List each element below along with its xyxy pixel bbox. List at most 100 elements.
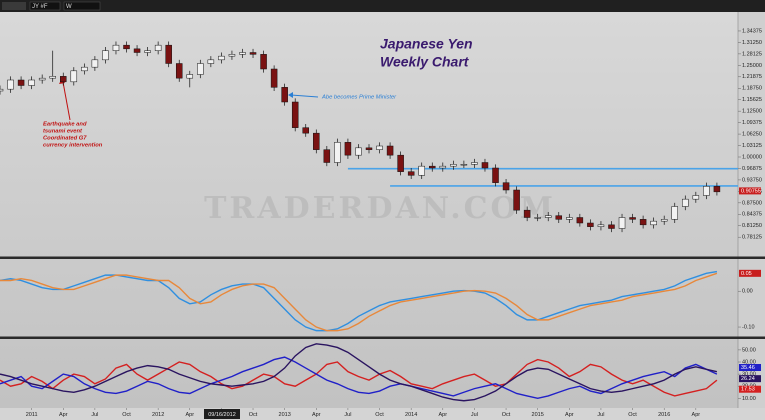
candle-body [671,206,678,220]
candle-body [407,171,415,176]
candle-body [618,217,626,229]
symbol: JY #F [32,4,48,10]
candle-body [376,145,383,150]
y-tick-label: 0.00 [742,289,753,295]
last-value-label: 17.53 [741,387,755,393]
x-tick-label: Apr [439,412,448,418]
y-tick-label: -0.10 [742,324,755,330]
x-tick-label: Jul [91,412,98,418]
y-tick-label: 1.06250 [742,132,762,138]
last-value-label: 26.24 [741,376,755,382]
annotation: Earthquake and [43,122,87,128]
last-value-box [739,187,761,195]
candle-body [576,217,584,224]
y-tick-label: 1.34375 [742,28,762,34]
arrowhead [288,92,293,98]
last-value-box [739,385,761,393]
y-tick-label: 1.25000 [742,63,762,69]
candle-body [260,54,267,70]
x-tick-label: Oct [249,412,258,418]
candle-body [302,127,309,134]
x-tick-label: Apr [692,412,701,418]
candle-body [123,44,130,50]
candle-body [154,44,162,51]
toolbar-button[interactable] [2,2,26,10]
candle-body [544,215,552,218]
x-tick-label: Oct [628,412,637,418]
candle-body [460,164,468,166]
candle-body [70,70,78,83]
watermark: TRADERDAN.COM [204,191,556,226]
candle-body [144,50,151,53]
candle-body [91,59,99,68]
candle-body [28,79,35,86]
candle-body [186,74,194,79]
y-tick-label: 40.00 [742,359,756,365]
candle-body [713,186,721,193]
candle-body [60,76,67,83]
candle-body [450,164,457,167]
candle-body [355,147,362,156]
x-tick-label: Apr [59,412,68,418]
candle-body [81,66,88,72]
candle-body [281,87,288,103]
x-tick-label: Apr [312,412,321,418]
candle-body [682,198,689,207]
candle-body [534,217,541,219]
y-tick-label: 0.81250 [742,223,762,229]
candle-body [228,54,236,57]
last-value-box [739,375,761,383]
series-line [0,356,718,400]
candle-body [492,167,499,183]
y-tick-label: 0.87500 [742,200,762,206]
y-tick-label: 1.18750 [742,86,762,92]
x-tick-label: Apr [185,412,194,418]
candle-body [429,165,436,169]
y-tick-label: 10.00 [742,396,756,402]
y-tick-label: 30.00 [742,372,756,378]
x-tick-label: Jul [471,412,478,418]
candle-body [397,154,404,172]
x-tick-label: Jul [344,412,351,418]
candle-body [239,52,246,55]
candle-body [502,182,510,191]
candle-body [175,63,183,79]
y-tick-label: 1.00000 [742,154,762,160]
y-tick-label: 50.00 [742,347,756,353]
x-tick-label: 2015 [532,412,544,418]
x-tick-label: 2011 [26,412,38,418]
candle-body [38,77,46,81]
time-axis [0,408,765,420]
candle-body [49,76,56,79]
candle-body [660,219,668,222]
candle-body [566,217,573,220]
chart-title: Japanese Yen [380,36,473,52]
series-line [0,343,718,402]
candle-body [692,195,700,200]
y-tick-label: 1.09375 [742,120,762,126]
candle-body [112,44,120,51]
arrow [62,81,71,121]
x-tick-label: Apr [565,412,574,418]
candle-body [513,189,520,211]
y-tick-label: 1.03125 [742,143,762,149]
candle-body [165,44,172,64]
candle-body [249,52,257,55]
candle-body [418,165,425,176]
symbol-box[interactable] [29,1,61,11]
candle-body [365,147,373,150]
cursor-date: 09/16/2012 [208,412,236,418]
candle-body [439,165,447,169]
candle-body [650,220,657,226]
y-tick-label: 1.21875 [742,74,762,80]
interval: W [66,4,72,10]
y-tick-label: 1.31250 [742,40,762,46]
x-tick-label: 2016 [658,412,670,418]
last-value-box [739,363,761,371]
x-tick-label: 2012 [152,412,164,418]
candle-body [703,186,710,196]
annotation: Abe becomes Prime Minister [321,95,397,101]
interval-box[interactable] [63,1,101,11]
candle-body [597,224,605,227]
y-tick-label: 0.78125 [742,235,762,241]
